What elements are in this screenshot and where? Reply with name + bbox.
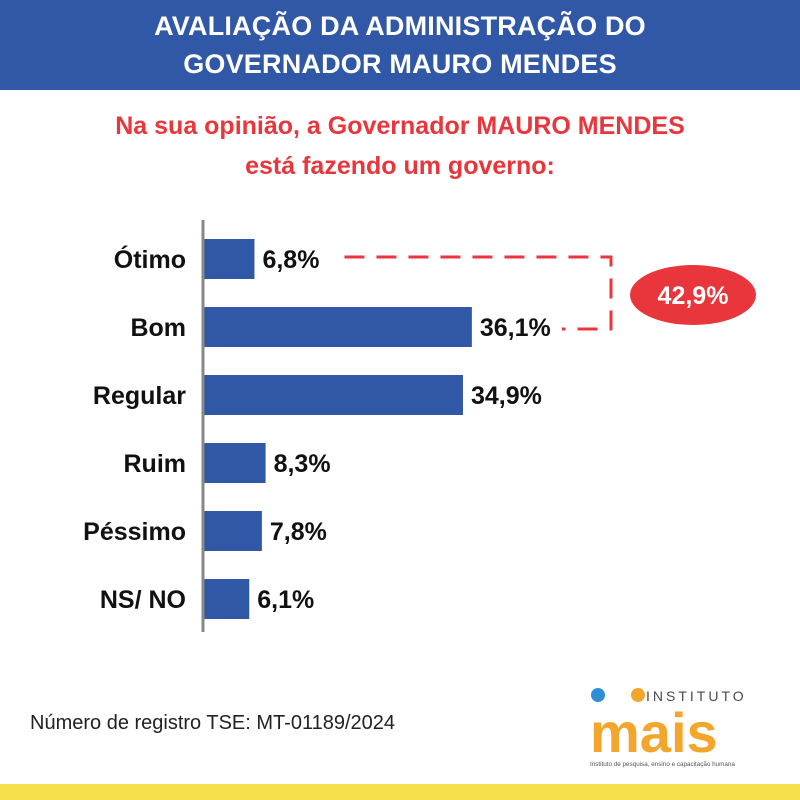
annotation-badge [630, 265, 756, 325]
category-label-2: Regular [93, 382, 186, 410]
logo-dot-orange [631, 688, 645, 702]
tse-registration: Número de registro TSE: MT-01189/2024 [30, 712, 395, 734]
annotation-badge-label: 42,9% [658, 282, 729, 310]
survey-question-line1: Na sua opinião, a Governador MAURO MENDE… [115, 112, 685, 140]
survey-question: Na sua opinião, a Governador MAURO MENDE… [0, 106, 800, 186]
bar-0 [204, 239, 255, 279]
bar-3 [204, 443, 266, 483]
value-label-5: 6,1% [257, 586, 314, 614]
logo-mais-word: MAIS [590, 701, 718, 764]
bar-4 [204, 511, 262, 551]
bar-2 [204, 375, 463, 415]
rating-bar-chart: Ótimo 6,8% Bom 36,1% Regular 34,9% Ruim 8,3% Pés… [83, 220, 756, 632]
instituto-mais-logo: INSTITUTO MAIS Instituto de pesquisa, en… [590, 688, 747, 768]
logo-instituto-text: INSTITUTO [646, 688, 747, 704]
header-title-line2: GOVERNADOR MAURO MENDES [183, 49, 617, 79]
category-label-0: Ótimo [114, 244, 186, 274]
header-banner: AVALIAÇÃO DA ADMINISTRAÇÃO DO GOVERNADOR… [0, 0, 800, 90]
survey-question-line2: está fazendo um governo: [245, 152, 555, 180]
value-label-1: 36,1% [480, 314, 551, 342]
logo-tagline: Instituto de pesquisa, ensino e capacita… [590, 761, 735, 768]
bar-1 [204, 307, 472, 347]
value-label-0: 6,8% [262, 246, 319, 274]
bar-5 [204, 579, 250, 619]
category-label-1: Bom [130, 314, 186, 342]
annotation-bracket [344, 255, 613, 331]
category-label-5: NS/ NO [100, 586, 186, 614]
value-label-2: 34,9% [471, 382, 542, 410]
header-title-line1: AVALIAÇÃO DA ADMINISTRAÇÃO DO [154, 11, 646, 41]
value-label-3: 8,3% [274, 450, 331, 478]
logo-dot-blue [591, 688, 605, 702]
category-label-3: Ruim [124, 450, 187, 478]
category-label-4: Péssimo [83, 518, 186, 546]
bottom-accent-bar [0, 784, 800, 800]
value-label-4: 7,8% [270, 518, 327, 546]
